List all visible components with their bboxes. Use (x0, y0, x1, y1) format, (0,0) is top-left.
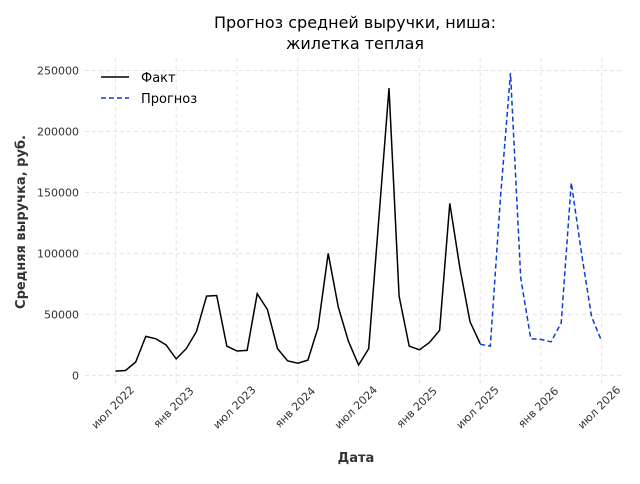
x-tick-label: июл 2022 (89, 384, 137, 432)
x-tick-label: июл 2023 (210, 384, 258, 432)
x-tick-label: янв 2023 (151, 385, 197, 431)
y-axis-label: Средняя выручка, руб. (14, 135, 29, 309)
y-tick-label: 0 (72, 369, 79, 382)
series-line (115, 88, 481, 372)
x-axis-label: Дата (338, 451, 375, 466)
x-tick-label: янв 2025 (394, 385, 440, 431)
x-tick-label: июл 2024 (332, 384, 380, 432)
legend-label: Факт (141, 71, 176, 86)
x-tick-label: янв 2024 (272, 385, 318, 431)
legend-label: Прогноз (141, 92, 197, 107)
x-tick-label: янв 2026 (516, 385, 562, 431)
y-tick-label: 150000 (37, 186, 79, 199)
y-tick-label: 250000 (37, 64, 79, 77)
y-tick-label: 200000 (37, 125, 79, 138)
x-tick-label: июл 2025 (454, 384, 502, 432)
x-tick-label: июл 2026 (575, 384, 623, 432)
y-tick-label: 50000 (44, 308, 79, 321)
y-tick-label: 100000 (37, 247, 79, 260)
chart-title: Прогноз средней выручки, ниша: жилетка т… (214, 13, 496, 53)
series-line (480, 72, 603, 347)
